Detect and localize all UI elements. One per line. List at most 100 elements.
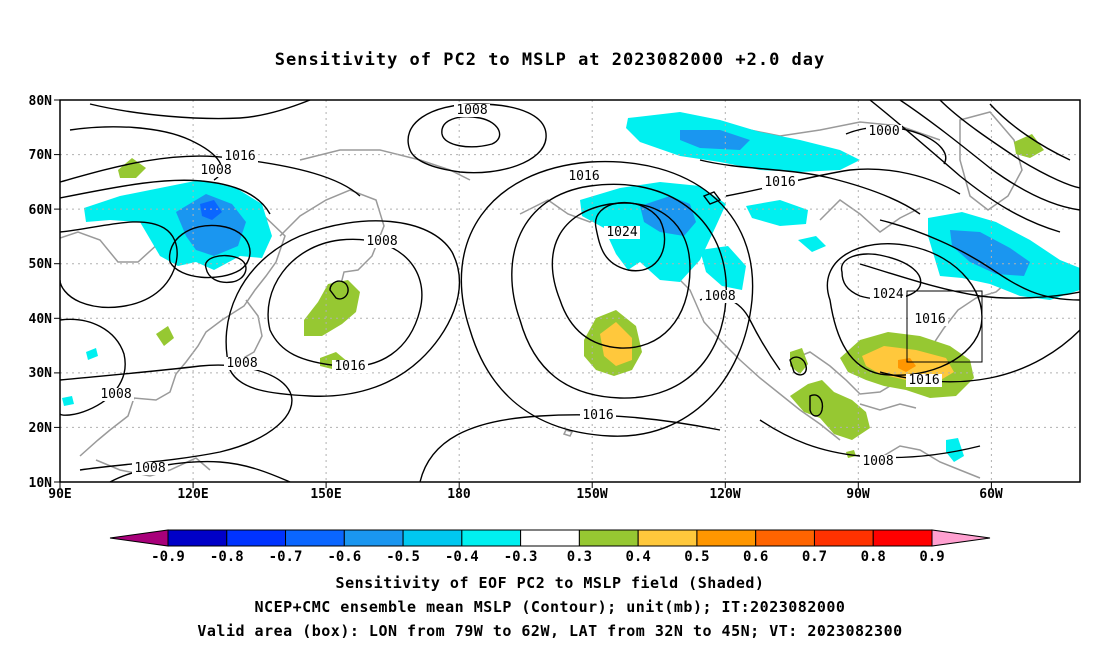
colorbar-swatch bbox=[637, 529, 698, 547]
lat-label: 70N bbox=[29, 148, 53, 163]
map-frame bbox=[59, 99, 1081, 483]
contour-label: 1008 bbox=[704, 289, 735, 304]
colorbar-swatch bbox=[578, 529, 639, 547]
colorbar-swatch bbox=[520, 529, 580, 547]
coastline-south-america bbox=[879, 445, 981, 479]
negative-area-pacific-dot bbox=[86, 348, 98, 360]
caption-valid-area: Valid area (box): LON from 79W to 62W, L… bbox=[197, 622, 903, 640]
map-title: Sensitivity of PC2 to MSLP at 2023082000… bbox=[274, 50, 826, 70]
contour-label: 1024 bbox=[606, 225, 637, 240]
colorbar-swatch bbox=[696, 529, 757, 547]
contour-north-wave bbox=[89, 100, 311, 120]
contour-label: 1016 bbox=[224, 149, 255, 164]
colorbar-swatch bbox=[343, 529, 404, 547]
colorbar-swatch bbox=[402, 529, 463, 547]
colorbar-label: -0.3 bbox=[504, 549, 538, 565]
contour-na-1016-a bbox=[699, 159, 921, 215]
contour-label: 1016 bbox=[764, 175, 795, 190]
contour-label: 1008 bbox=[366, 234, 397, 249]
negative-area-south-dot bbox=[62, 396, 74, 406]
contour-na-1016-b bbox=[725, 168, 961, 197]
coastline-caribbean bbox=[859, 403, 917, 411]
positive-area-mexico bbox=[790, 348, 808, 374]
colorbar-swatch bbox=[813, 529, 874, 547]
lat-label: 80N bbox=[29, 94, 53, 109]
contour-siberia-low bbox=[168, 224, 251, 279]
coastline-greenland bbox=[959, 111, 1023, 211]
lon-label: 150E bbox=[310, 487, 341, 502]
contour-1008-south-asia bbox=[60, 364, 293, 471]
contour-label: 1008 bbox=[226, 356, 257, 371]
colorbar-label: 0.4 bbox=[626, 549, 651, 565]
contour-1016-nwpac bbox=[225, 220, 461, 397]
positive-area-kamchatka bbox=[304, 280, 360, 336]
positive-area-central-am bbox=[790, 380, 870, 440]
contour-greenland-3 bbox=[939, 100, 1080, 189]
colorbar-label: -0.8 bbox=[210, 549, 244, 565]
contour-siberia-low-inner bbox=[204, 254, 247, 284]
contour-kamchatka-inner bbox=[329, 280, 349, 300]
contour-greenland-1 bbox=[869, 100, 1061, 233]
contour-label: 1008 bbox=[862, 454, 893, 469]
positive-area-siberia-small bbox=[118, 158, 146, 178]
lon-label: 90E bbox=[48, 487, 71, 502]
positive-area-greenland bbox=[1014, 134, 1044, 158]
negative-area-hudson bbox=[798, 236, 826, 252]
coastline-kamchatka bbox=[279, 189, 385, 297]
lon-label: 90W bbox=[846, 487, 870, 502]
lat-axis: 80N 70N 60N 50N 40N 30N 20N 10N bbox=[29, 94, 60, 491]
contour-label: 1024 bbox=[872, 287, 903, 302]
contour-label: 1016 bbox=[582, 408, 613, 423]
colorbar-label: 0.6 bbox=[743, 549, 768, 565]
contour-1024-east bbox=[840, 253, 922, 300]
contour-greenland-2 bbox=[899, 100, 1080, 211]
colorbar-label: 0.3 bbox=[567, 549, 592, 565]
colorbar-high-arrow bbox=[931, 529, 991, 547]
contour-1016-pacific bbox=[511, 183, 727, 399]
colorbar-label: -0.7 bbox=[269, 549, 303, 565]
contour-mexico-small bbox=[789, 356, 808, 376]
contour-1008-kamchatka bbox=[267, 238, 423, 368]
colorbar-low-arrow bbox=[109, 529, 169, 547]
negative-area-sea-dot bbox=[946, 438, 964, 462]
negative-area-bc bbox=[700, 246, 746, 290]
contour-atlantic-wave-2 bbox=[859, 263, 1080, 299]
negative-area-siberia-deep bbox=[200, 200, 222, 220]
colorbar-swatch bbox=[461, 529, 522, 547]
caption-contour: NCEP+CMC ensemble mean MSLP (Contour); u… bbox=[254, 598, 846, 616]
colorbar-swatch bbox=[872, 529, 933, 547]
colorbar-label: -0.4 bbox=[445, 549, 479, 565]
colorbar-label: -0.9 bbox=[151, 549, 185, 565]
contour-label: 1008 bbox=[200, 163, 231, 178]
caption-shading: Sensitivity of EOF PC2 to MSLP field (Sh… bbox=[335, 574, 765, 592]
colorbar-label: -0.6 bbox=[327, 549, 361, 565]
contour-label: 1016 bbox=[334, 359, 365, 374]
lon-label: 120E bbox=[177, 487, 208, 502]
lat-label: 10N bbox=[29, 476, 53, 491]
contour-label: 1016 bbox=[914, 312, 945, 327]
contour-1008-arctic-loop bbox=[441, 116, 501, 148]
colorbar-swatch bbox=[167, 529, 228, 547]
contour-west-south bbox=[60, 318, 126, 416]
lat-label: 50N bbox=[29, 257, 53, 272]
lat-label: 30N bbox=[29, 366, 53, 381]
lat-label: 40N bbox=[29, 312, 53, 327]
colorbar-swatch bbox=[285, 529, 345, 547]
positive-area-gulf-dot bbox=[846, 450, 856, 458]
valid-area-box bbox=[906, 290, 983, 363]
contour-label: 1008 bbox=[456, 103, 487, 118]
contour-bering-small bbox=[702, 191, 722, 205]
coastline-hudson bbox=[819, 199, 921, 233]
contour-1016-south bbox=[419, 414, 721, 482]
colorbar-label: 0.8 bbox=[861, 549, 886, 565]
lon-label: 60W bbox=[979, 487, 1003, 502]
contour-label: 1000 bbox=[868, 124, 899, 139]
colorbar-swatch bbox=[226, 529, 287, 547]
coastline-japan bbox=[227, 299, 263, 361]
contour-1024-pacific bbox=[551, 202, 691, 349]
contour-greenland-4 bbox=[989, 103, 1071, 161]
lon-label: 180 bbox=[447, 487, 471, 502]
contour-siberia-1008 bbox=[60, 179, 271, 215]
lat-lon-grid bbox=[60, 100, 1080, 482]
contour-labels: 1008101610081008100810161024101610081000… bbox=[98, 103, 948, 476]
